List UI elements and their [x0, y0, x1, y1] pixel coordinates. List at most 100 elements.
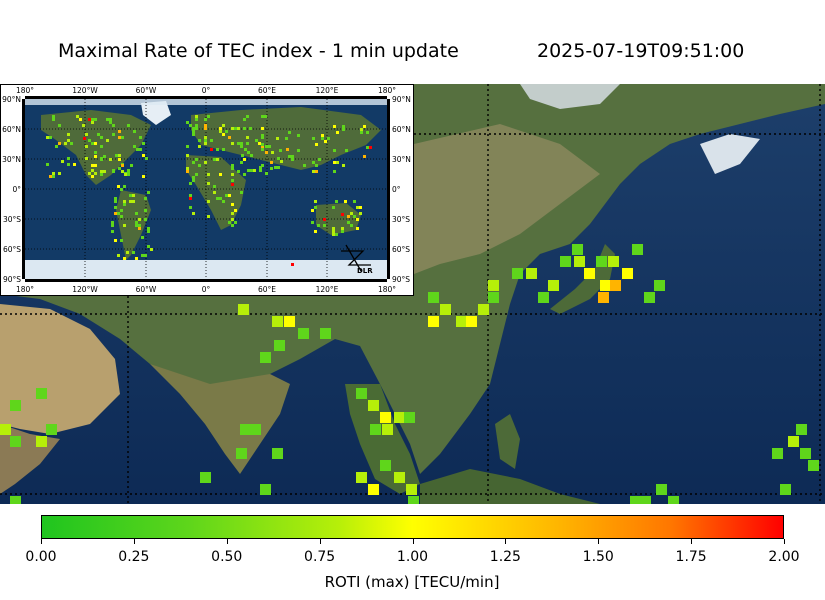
roti-cell — [36, 436, 47, 447]
roti-cell — [250, 154, 253, 157]
roti-cell — [240, 161, 243, 164]
roti-cell — [58, 142, 61, 145]
southeast-asia — [345, 384, 420, 494]
roti-cell — [342, 164, 345, 167]
roti-cell — [272, 448, 283, 459]
roti-cell — [321, 134, 324, 137]
roti-cell — [231, 218, 234, 221]
roti-cell — [260, 484, 271, 495]
roti-cell — [49, 175, 52, 178]
roti-cell — [314, 206, 317, 209]
roti-cell — [271, 151, 274, 154]
roti-cell — [147, 230, 150, 233]
roti-cell — [247, 151, 250, 154]
roti-cell — [268, 145, 271, 148]
inset-top-lon-label: 120°E — [316, 86, 339, 95]
roti-cell — [204, 136, 207, 139]
roti-cell — [324, 140, 327, 143]
roti-cell — [138, 227, 141, 230]
roti-cell — [117, 254, 120, 257]
roti-cell — [118, 130, 121, 133]
roti-cell — [189, 206, 192, 209]
roti-cell — [117, 185, 120, 188]
roti-cell — [222, 200, 225, 203]
inset-bottom-lon-label: 120°E — [316, 285, 339, 294]
roti-cell — [288, 155, 291, 158]
roti-cell — [114, 200, 117, 203]
inset-right-lat-label: 90°N — [392, 95, 411, 104]
roti-cell — [404, 412, 415, 423]
roti-cell — [243, 127, 246, 130]
roti-cell — [261, 115, 264, 118]
colorbar-tick-mark — [41, 539, 42, 544]
roti-cell — [106, 118, 109, 121]
inset-right-lat-label: 30°S — [392, 215, 410, 224]
roti-cell — [332, 230, 335, 233]
roti-cell — [228, 221, 231, 224]
roti-cell — [136, 148, 139, 151]
roti-cell — [109, 158, 112, 161]
colorbar-tick-label: 1.00 — [396, 549, 429, 565]
inset-top-lon-label: 60°E — [258, 86, 276, 95]
roti-cell — [312, 161, 315, 164]
roti-cell — [380, 412, 391, 423]
roti-cell — [192, 176, 195, 179]
inset-bottom-lon-label: 60°W — [136, 285, 157, 294]
inset-bottom-lon-label: 180° — [378, 285, 396, 294]
arctic-clouds — [520, 84, 620, 109]
roti-cell — [314, 230, 317, 233]
inset-left-lat-label: 30°S — [3, 215, 21, 224]
roti-cell — [115, 154, 118, 157]
roti-cell — [118, 136, 121, 139]
roti-cell — [79, 118, 82, 121]
inset-roti-cells — [46, 115, 372, 266]
roti-cell — [238, 304, 249, 315]
colorbar-tick-label: 1.75 — [675, 549, 707, 565]
roti-cell — [195, 173, 198, 176]
inset-bottom-lon-label: 180° — [16, 285, 34, 294]
roti-cell — [408, 496, 419, 504]
roti-cell — [120, 215, 123, 218]
roti-cell — [246, 142, 249, 145]
roti-cell — [240, 424, 251, 435]
roti-cell — [231, 167, 234, 170]
roti-cell — [314, 200, 317, 203]
roti-cell — [286, 148, 289, 151]
roti-cell — [129, 200, 132, 203]
roti-cell — [85, 157, 88, 160]
roti-cell — [315, 170, 318, 173]
roti-cell — [219, 127, 222, 130]
roti-cell — [139, 136, 142, 139]
inset-left-lat-label: 60°S — [3, 245, 21, 254]
roti-cell — [318, 158, 321, 161]
inset-left-lat-label: 30°N — [2, 155, 21, 164]
roti-cell — [315, 143, 318, 146]
dlr-logo-text: DLR — [357, 267, 373, 275]
roti-cell — [133, 130, 136, 133]
roti-cell — [360, 131, 363, 134]
roti-cell — [560, 256, 571, 267]
roti-cell — [261, 136, 264, 139]
roti-cell — [141, 254, 144, 257]
roti-cell — [231, 127, 234, 130]
roti-cell — [135, 257, 138, 260]
roti-cell — [207, 173, 210, 176]
roti-cell — [622, 268, 633, 279]
roti-cell — [270, 167, 273, 170]
roti-cell — [250, 424, 261, 435]
roti-cell — [94, 172, 97, 175]
roti-cell — [321, 137, 324, 140]
roti-cell — [298, 328, 309, 339]
central-asia-desert — [414, 124, 600, 274]
roti-cell — [241, 154, 244, 157]
roti-cell — [132, 194, 135, 197]
roti-cell — [195, 118, 198, 121]
roti-cell — [312, 170, 315, 173]
roti-cell — [574, 256, 585, 267]
roti-cell — [369, 146, 372, 149]
roti-cell — [237, 170, 240, 173]
roti-cell — [10, 436, 21, 447]
roti-cell — [186, 154, 189, 157]
roti-cell — [234, 209, 237, 212]
roti-cell — [103, 155, 106, 158]
